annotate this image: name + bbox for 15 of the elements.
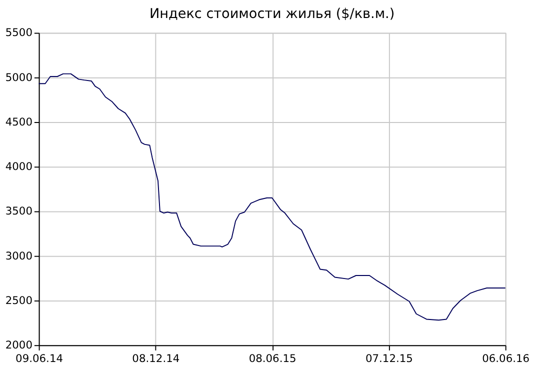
y-tick-label: 3500: [5, 204, 33, 218]
y-tick-label: 2500: [5, 294, 33, 307]
y-tick-label: 4000: [5, 160, 33, 174]
line-series: [38, 73, 506, 321]
y-tick-label: 2000: [5, 338, 33, 352]
y-tick-label: 4500: [5, 115, 33, 128]
x-tick-label: 08.12.14: [132, 352, 180, 366]
chart-title: Индекс стоимости жилья ($/кв.м.): [149, 6, 395, 22]
x-tick-label: 08.06.15: [248, 352, 296, 366]
y-tick-label: 3000: [5, 249, 33, 262]
y-tick-label: 5500: [5, 26, 33, 40]
y-tick-label: 5000: [5, 70, 33, 84]
x-tick-label: 07.12.15: [365, 352, 413, 366]
x-tick-label: 09.06.14: [16, 352, 64, 366]
x-tick-label: 06.06.16: [482, 352, 530, 366]
